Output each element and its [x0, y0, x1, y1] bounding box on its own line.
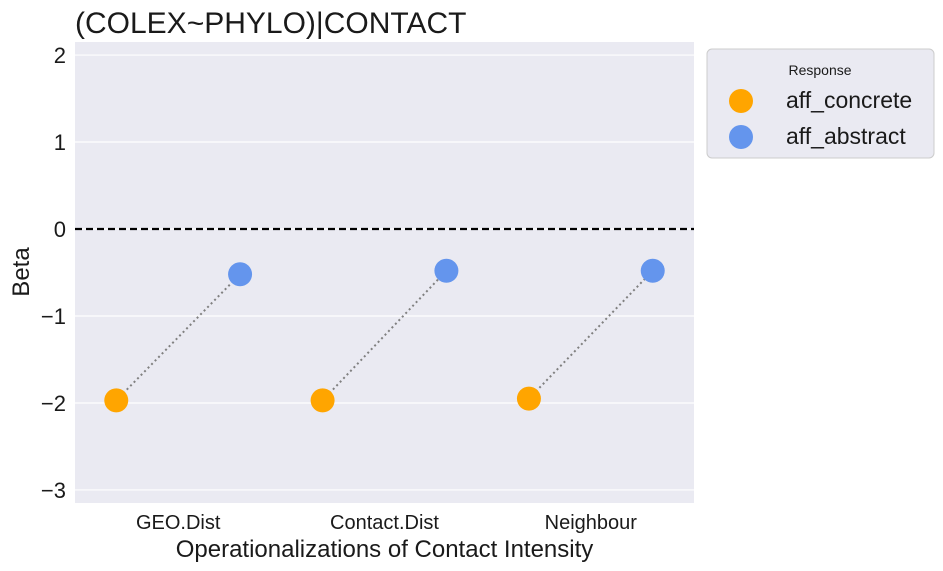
y-tick-label: −1 — [41, 304, 66, 329]
x-tick-label-geo-dist: GEO.Dist — [136, 512, 221, 534]
x-axis-label: Operationalizations of Contact Intensity — [176, 536, 594, 563]
data-points — [104, 258, 665, 413]
legend-marker-aff-concrete — [729, 89, 753, 113]
y-tick-label: 0 — [54, 217, 66, 242]
point-aff-abstract-geo-dist — [228, 262, 253, 287]
y-tick-label: −3 — [41, 478, 66, 503]
legend-marker-aff-abstract — [729, 125, 753, 149]
plot-background — [75, 42, 694, 503]
legend-box — [706, 48, 935, 159]
x-tick-labels: GEO.Dist Contact.Dist Neighbour — [136, 512, 637, 534]
chart-title: (COLEX~PHYLO)|CONTACT — [75, 7, 466, 40]
x-tick-label-contact-dist: Contact.Dist — [330, 512, 439, 534]
y-tick-label: −2 — [41, 391, 66, 416]
y-tick-label: 2 — [54, 43, 66, 68]
legend-title: Response — [788, 62, 851, 78]
point-aff-abstract-contact-dist — [434, 258, 459, 283]
point-aff-abstract-neighbour — [640, 258, 665, 283]
legend-label-aff-abstract: aff_abstract — [786, 123, 906, 149]
point-aff-concrete-neighbour — [516, 386, 541, 411]
y-tick-label: 1 — [54, 130, 66, 155]
legend: Response aff_concrete aff_abstract — [706, 48, 935, 159]
legend-label-aff-concrete: aff_concrete — [786, 87, 912, 113]
y-tick-labels: 2 1 0 −1 −2 −3 — [41, 43, 66, 503]
point-aff-concrete-contact-dist — [310, 388, 335, 413]
y-axis-label: Beta — [8, 247, 35, 297]
x-tick-label-neighbour: Neighbour — [545, 512, 638, 534]
point-aff-concrete-geo-dist — [104, 388, 129, 413]
